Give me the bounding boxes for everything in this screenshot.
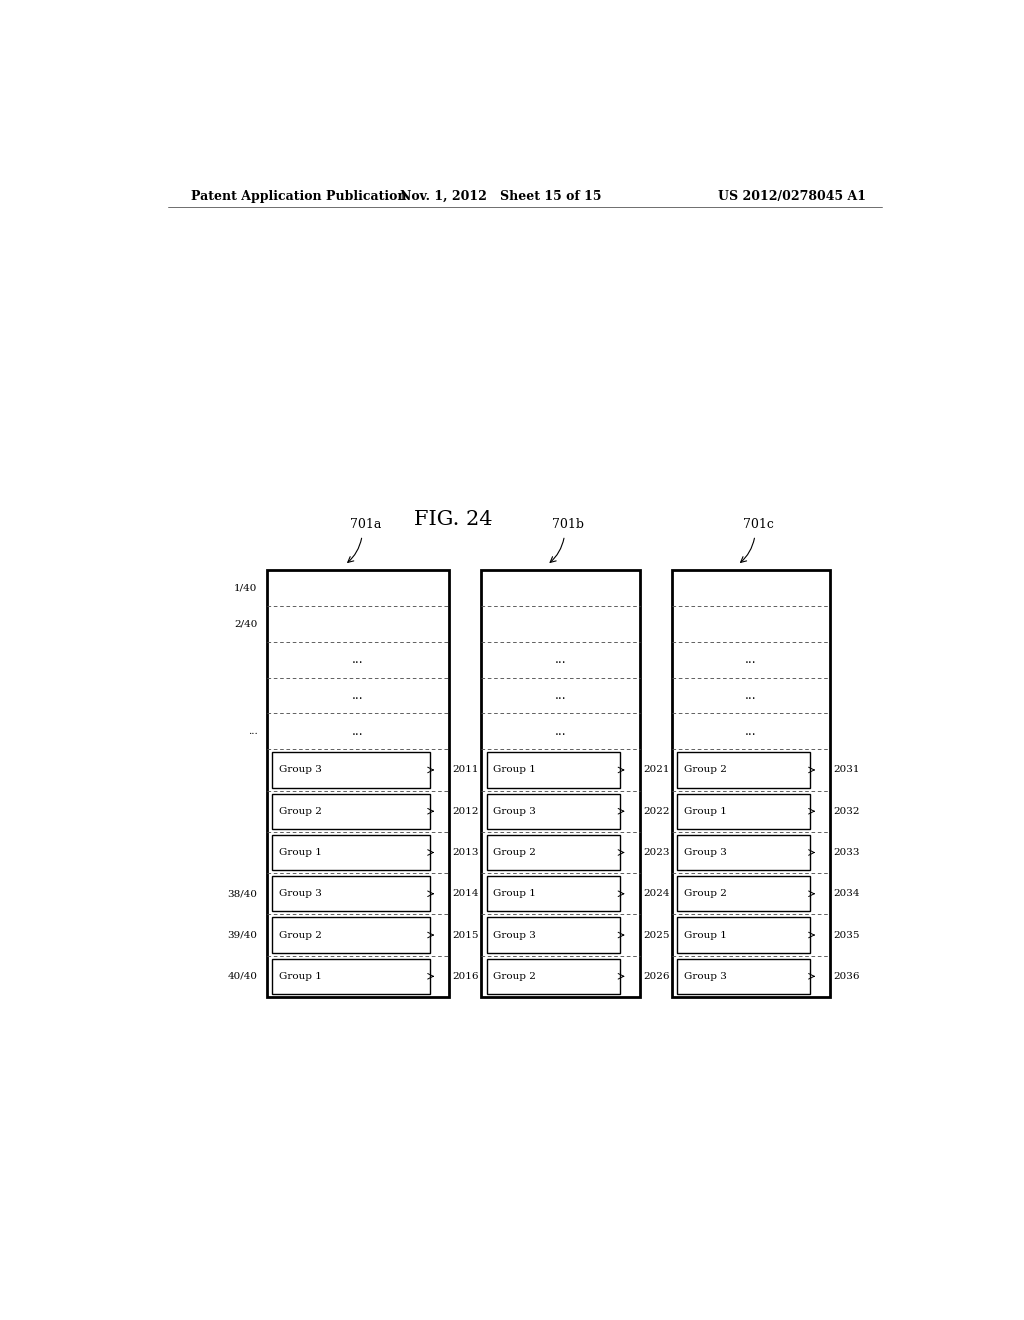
Bar [267, 570, 450, 997]
Text: Group 1: Group 1 [684, 807, 726, 816]
Text: 701b: 701b [553, 519, 585, 532]
Text: Group 1: Group 1 [494, 890, 536, 899]
Text: 2032: 2032 [834, 807, 860, 816]
Text: 2033: 2033 [834, 847, 860, 857]
Bar [677, 793, 811, 829]
Bar [272, 958, 430, 994]
Text: Group 2: Group 2 [494, 972, 536, 981]
Bar [677, 876, 811, 911]
Text: Group 1: Group 1 [279, 972, 322, 981]
Text: 2/40: 2/40 [233, 619, 257, 628]
Text: ...: ... [555, 725, 566, 738]
Bar [486, 958, 620, 994]
Bar [272, 917, 430, 953]
Text: 2025: 2025 [643, 931, 670, 940]
Bar [272, 793, 430, 829]
Text: 2031: 2031 [834, 766, 860, 775]
Text: 701a: 701a [350, 519, 382, 532]
Bar [272, 876, 430, 911]
Text: ...: ... [352, 725, 364, 738]
Text: Group 1: Group 1 [684, 931, 726, 940]
Text: Group 3: Group 3 [494, 807, 536, 816]
Text: ...: ... [555, 653, 566, 667]
Text: Group 1: Group 1 [279, 847, 322, 857]
Bar [481, 570, 640, 997]
Text: ...: ... [352, 689, 364, 702]
Text: ...: ... [745, 725, 757, 738]
Bar [486, 917, 620, 953]
Bar [486, 836, 620, 870]
Text: ...: ... [352, 653, 364, 667]
Text: Group 2: Group 2 [279, 931, 322, 940]
Bar [486, 752, 620, 788]
Text: Group 2: Group 2 [494, 847, 536, 857]
Bar [672, 570, 830, 997]
Text: 1/40: 1/40 [233, 583, 257, 593]
Text: Patent Application Publication: Patent Application Publication [191, 190, 407, 202]
Text: 2016: 2016 [453, 972, 479, 981]
Bar [677, 836, 811, 870]
Bar [486, 876, 620, 911]
Text: 2012: 2012 [453, 807, 479, 816]
Text: ...: ... [555, 689, 566, 702]
Text: 701c: 701c [743, 519, 774, 532]
Bar [677, 917, 811, 953]
Text: Nov. 1, 2012   Sheet 15 of 15: Nov. 1, 2012 Sheet 15 of 15 [400, 190, 602, 202]
Text: Group 1: Group 1 [494, 766, 536, 775]
Text: 40/40: 40/40 [227, 972, 257, 981]
Text: ...: ... [745, 653, 757, 667]
Text: 2021: 2021 [643, 766, 670, 775]
Text: 2014: 2014 [453, 890, 479, 899]
Bar [272, 836, 430, 870]
Text: 2035: 2035 [834, 931, 860, 940]
Bar [272, 752, 430, 788]
Text: Group 2: Group 2 [684, 890, 726, 899]
Text: FIG. 24: FIG. 24 [414, 510, 493, 529]
Bar [486, 793, 620, 829]
Text: US 2012/0278045 A1: US 2012/0278045 A1 [718, 190, 866, 202]
Text: 2034: 2034 [834, 890, 860, 899]
Text: Group 3: Group 3 [279, 890, 322, 899]
Text: Group 3: Group 3 [684, 972, 726, 981]
Text: Group 2: Group 2 [279, 807, 322, 816]
Bar [677, 958, 811, 994]
Text: 2023: 2023 [643, 847, 670, 857]
Text: Group 3: Group 3 [279, 766, 322, 775]
Text: ...: ... [745, 689, 757, 702]
Text: Group 3: Group 3 [494, 931, 536, 940]
Text: 2036: 2036 [834, 972, 860, 981]
Text: 2011: 2011 [453, 766, 479, 775]
Bar [677, 752, 811, 788]
Text: 39/40: 39/40 [227, 931, 257, 940]
Text: 38/40: 38/40 [227, 890, 257, 899]
Text: Group 2: Group 2 [684, 766, 726, 775]
Text: 2026: 2026 [643, 972, 670, 981]
Text: 2013: 2013 [453, 847, 479, 857]
Text: Group 3: Group 3 [684, 847, 726, 857]
Text: ...: ... [248, 727, 257, 737]
Text: 2015: 2015 [453, 931, 479, 940]
Text: 2022: 2022 [643, 807, 670, 816]
Text: 2024: 2024 [643, 890, 670, 899]
